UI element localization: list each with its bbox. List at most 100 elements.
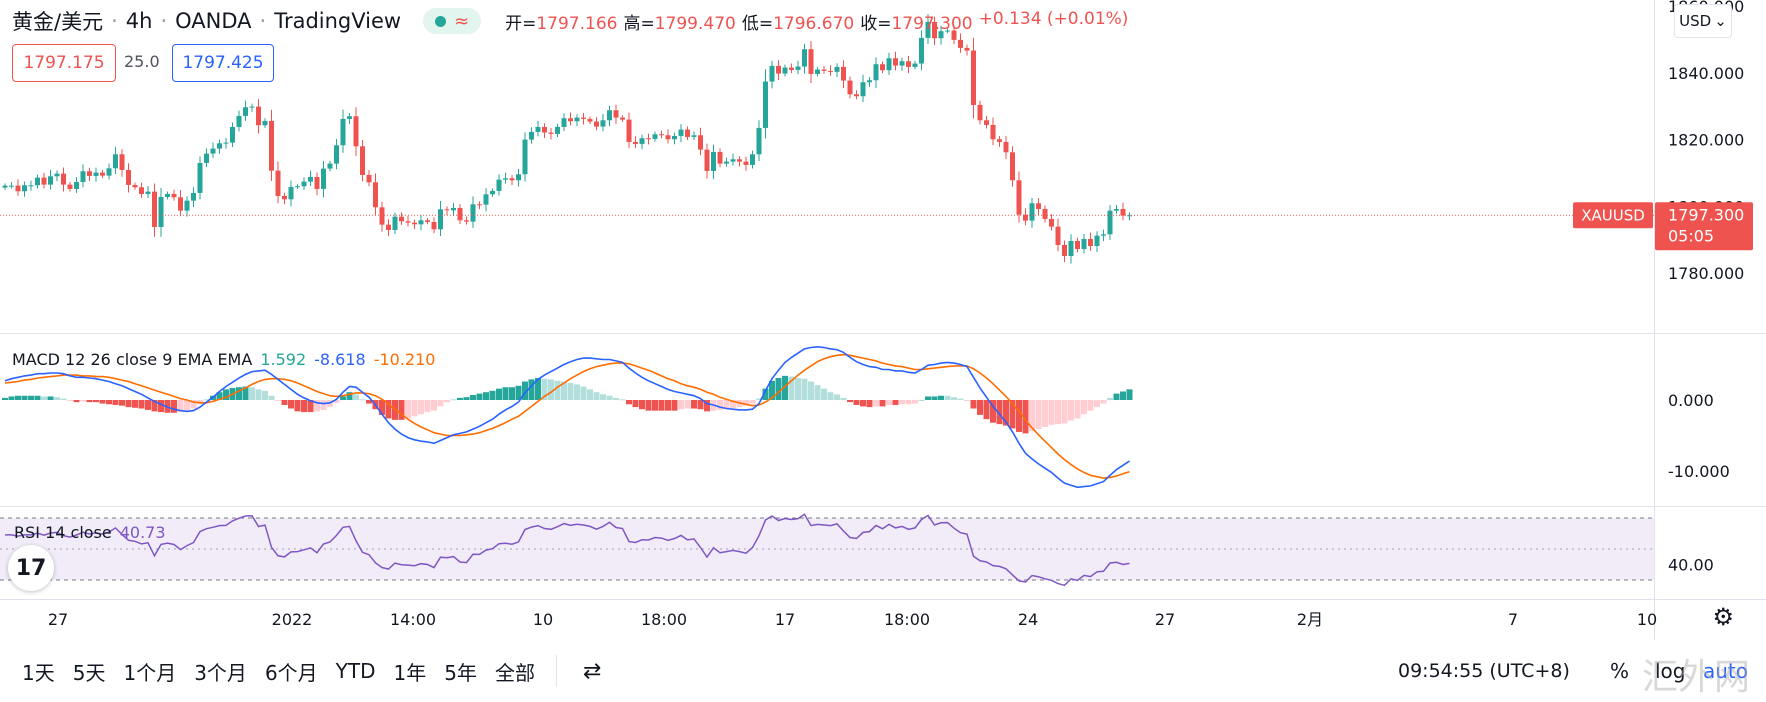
macd-hist-bar <box>769 380 775 400</box>
candle-body <box>204 153 209 163</box>
range-button-ytd[interactable]: YTD <box>335 659 376 683</box>
macd-hist-bar <box>411 400 418 417</box>
candle-body <box>470 204 476 222</box>
macd-hist-bar <box>444 400 450 403</box>
open-label: 开= <box>505 13 537 34</box>
market-status-pill[interactable]: ≈ <box>423 8 482 34</box>
compare-icon[interactable]: ⇄ <box>582 658 602 684</box>
legend-separator: · <box>160 9 168 33</box>
candle-body <box>1055 226 1061 245</box>
sell-price-button[interactable]: 1797.175 <box>12 44 116 82</box>
macd-hist-bar <box>424 400 431 413</box>
macd-hist-bar <box>925 396 931 400</box>
macd-hist-bar <box>340 396 346 400</box>
price-axis[interactable]: 1780.0001800.0001820.0001840.0001860.000… <box>1668 0 1744 575</box>
macd-hist-bar <box>190 400 197 409</box>
macd-hist-bar <box>528 379 535 400</box>
range-button-3m[interactable]: 3个月 <box>194 660 247 685</box>
candle-body <box>750 154 755 165</box>
macd-hist-bar <box>587 389 593 400</box>
gear-icon[interactable]: ⚙ <box>1712 603 1734 631</box>
range-button-6m[interactable]: 6个月 <box>264 660 318 685</box>
price-tick-label: 1780.000 <box>1668 264 1744 283</box>
candle-body <box>678 129 684 136</box>
candle-body <box>152 191 157 227</box>
price-tag-countdown: 05:05 <box>1668 226 1714 245</box>
market-open-dot-icon <box>435 15 447 27</box>
percent-toggle[interactable]: % <box>1610 659 1630 683</box>
timezone-clock[interactable]: 09:54:55 (UTC+8) <box>1398 660 1570 682</box>
macd-hist-bar <box>171 400 177 413</box>
candle-body <box>535 126 541 132</box>
candle-body <box>685 129 690 137</box>
candle-body <box>301 181 307 187</box>
macd-hist-bar <box>158 400 164 413</box>
candle-body <box>1075 240 1080 249</box>
macd-hist-bar <box>385 400 392 419</box>
macd-hist-bar <box>21 395 28 400</box>
macd-hist-bar <box>749 400 756 404</box>
macd-hist-bar <box>138 400 145 409</box>
auto-toggle[interactable]: auto <box>1703 659 1749 683</box>
candle-body <box>54 173 60 177</box>
close-value: 1797.300 <box>891 13 973 34</box>
macd-hist-bar <box>886 400 892 405</box>
macd-hist-bar <box>1055 400 1061 425</box>
range-button-5d[interactable]: 5天 <box>72 660 106 685</box>
range-button-1m[interactable]: 1个月 <box>123 660 177 685</box>
candle-body <box>639 138 645 144</box>
change-value: +0.134 (+0.01%) <box>978 8 1129 29</box>
rsi-band <box>0 518 1654 580</box>
time-tick-label: 24 <box>1018 610 1038 629</box>
macd-line <box>4 345 1130 489</box>
interval-label[interactable]: 4h <box>125 9 153 33</box>
buy-price-button[interactable]: 1797.425 <box>172 44 274 82</box>
candle-body <box>9 185 14 187</box>
tradingview-logo-icon[interactable]: 17 <box>8 545 54 591</box>
candle-body <box>984 120 989 125</box>
candle-body <box>1101 234 1106 236</box>
rsi-legend[interactable]: RSI 14 close 40.73 <box>10 521 170 544</box>
price-tick-label: 1840.000 <box>1668 64 1744 83</box>
legend-separator: · <box>259 9 267 33</box>
range-button-all[interactable]: 全部 <box>494 660 535 685</box>
symbol-name[interactable]: 黄金/美元 <box>12 10 104 34</box>
time-axis[interactable]: 27 2022 14:00 10 18:00 17 18:00 24 27 2月 7 10 <box>48 610 1657 629</box>
candle-body <box>67 184 73 189</box>
symbol-legend[interactable]: 黄金/美元 · 4h · OANDA · TradingView ≈ 开=179… <box>12 6 1128 36</box>
macd-hist-bar <box>665 400 671 411</box>
candle-body <box>1127 215 1132 217</box>
macd-hist-bar <box>314 400 320 412</box>
candle-body <box>620 117 625 120</box>
macd-hist-bar <box>606 395 613 400</box>
macd-hist-bar <box>470 395 476 400</box>
macd-hist-bar <box>223 389 229 400</box>
macd-hist-bar <box>1061 400 1068 424</box>
price-tick-label: 1820.000 <box>1668 131 1744 150</box>
log-toggle[interactable]: log <box>1655 659 1686 683</box>
candle-body <box>815 69 820 74</box>
range-button-1d[interactable]: 1天 <box>22 660 55 685</box>
macd-hist-bar <box>119 400 125 406</box>
candle-body <box>80 171 86 182</box>
macd-hist-bar <box>814 385 821 400</box>
macd-hist-bar <box>28 395 34 400</box>
macd-legend[interactable]: MACD 12 26 close 9 EMA EMA 1.592 -8.618 … <box>12 350 435 369</box>
rsi-title: RSI 14 close <box>14 523 112 542</box>
candle-body <box>1114 208 1119 211</box>
time-tick-label: 10 <box>1637 610 1657 629</box>
range-button-1y[interactable]: 1年 <box>393 660 427 685</box>
macd-hist-bar <box>1035 400 1042 430</box>
macd-hist-bar <box>574 384 580 400</box>
currency-button[interactable]: USD ⌄ <box>1674 4 1732 38</box>
macd-hist-bar <box>645 400 652 411</box>
macd-hist-bar <box>931 396 938 400</box>
chart-svg[interactable]: 1780.0001800.0001820.0001840.0001860.000… <box>0 0 1766 640</box>
macd-hist-bar <box>977 400 983 415</box>
macd-hist-bar <box>639 400 645 410</box>
candle-body <box>438 209 443 230</box>
macd-hist-bar <box>996 400 1003 425</box>
candle-body <box>1120 208 1126 216</box>
macd-hist-bar <box>15 395 21 400</box>
range-button-5y[interactable]: 5年 <box>444 660 477 685</box>
